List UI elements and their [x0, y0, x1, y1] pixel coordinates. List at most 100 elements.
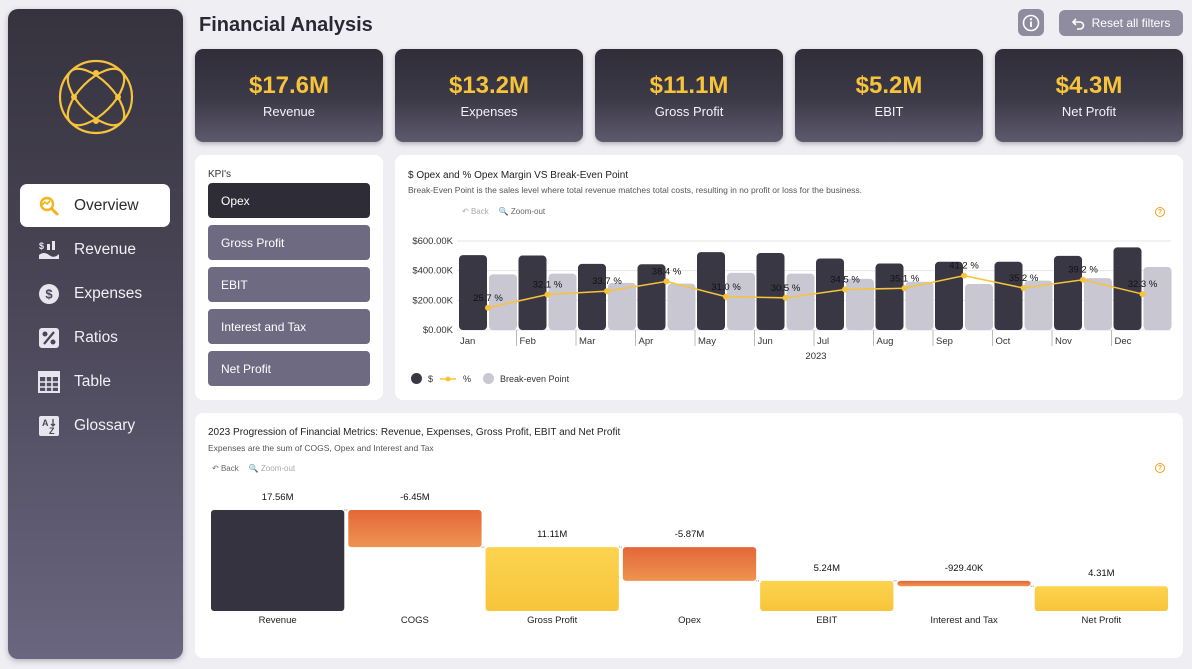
- waterfall-bar: [1034, 586, 1168, 611]
- x-tick-label: May: [698, 336, 716, 347]
- x-tick-label: Net Profit: [1082, 615, 1122, 626]
- percent-data-label: 35.1 %: [890, 273, 920, 284]
- percent-point: [723, 293, 729, 300]
- sidebar-item-ratios[interactable]: Ratios: [20, 316, 170, 359]
- bar-opex: [875, 263, 904, 330]
- sidebar-item-label: Table: [74, 372, 112, 390]
- waterfall-data-label: -6.45M: [400, 492, 430, 503]
- y-tick-label: $400.00K: [412, 266, 453, 277]
- opex-zoom-out-button[interactable]: 🔍 Zoom-out: [498, 207, 546, 216]
- kpi-card-gross-profit: $11.1M Gross Profit: [595, 49, 783, 142]
- x-tick-label: EBIT: [816, 615, 837, 626]
- kpi-option-gross-profit[interactable]: Gross Profit: [208, 225, 370, 260]
- x-tick-label: Apr: [639, 336, 654, 347]
- kpi-option-opex[interactable]: Opex: [208, 183, 370, 218]
- sidebar-item-expenses[interactable]: $ Expenses: [20, 272, 170, 315]
- opex-back-button[interactable]: ↶ Back: [462, 207, 489, 216]
- legend-label-dollar: $: [428, 373, 434, 384]
- waterfall-chart: 17.56M Revenue -6.45M COGS 11.11M Gross Profi…: [211, 492, 1168, 626]
- svg-text:Z: Z: [49, 426, 55, 436]
- sidebar-item-overview[interactable]: Overview: [20, 184, 170, 227]
- waterfall-bar: [485, 547, 619, 611]
- sidebar: Overview $ Revenue $ Expenses Ratios Tab…: [8, 9, 183, 659]
- legend-swatch-dollar: [411, 373, 422, 384]
- bar-opex: [1113, 247, 1142, 330]
- kpi-selector-heading: KPI's: [208, 169, 232, 180]
- x-tick-label: Jun: [758, 336, 773, 347]
- x-tick-label: Gross Profit: [527, 615, 578, 626]
- svg-text:A: A: [42, 418, 49, 428]
- kpi-option-ebit[interactable]: EBIT: [208, 267, 370, 302]
- kpi-value: $17.6M: [248, 72, 330, 99]
- kpi-option-interest-and-tax[interactable]: Interest and Tax: [208, 309, 370, 344]
- sidebar-nav: Overview $ Revenue $ Expenses Ratios Tab…: [20, 184, 170, 448]
- waterfall-data-label: 11.11M: [537, 529, 567, 540]
- info-button[interactable]: [1018, 9, 1044, 36]
- percent-point: [842, 286, 848, 293]
- waterfall-bar: [760, 580, 894, 611]
- percent-data-label: 32.3 %: [1128, 279, 1158, 290]
- waterfall-bar: [622, 547, 757, 581]
- kpi-label: Net Profit: [1061, 104, 1117, 119]
- waterfall-data-label: -929.40K: [945, 563, 984, 574]
- legend-swatch-percent: [440, 376, 457, 381]
- waterfall-chart-subtitle: Expenses are the sum of COGS, Opex and I…: [208, 443, 434, 453]
- bar-break-even: [489, 274, 517, 330]
- bar-opex: [518, 255, 547, 330]
- kpi-card-revenue: $17.6M Revenue: [195, 49, 383, 142]
- dollar-icon: $: [38, 283, 60, 305]
- bar-break-even: [905, 281, 934, 330]
- percent-line: [487, 274, 1143, 309]
- x-tick-label: Interest and Tax: [930, 615, 998, 626]
- x-tick-label: Opex: [678, 615, 701, 626]
- kpi-card-net-profit: $4.3M Net Profit: [995, 49, 1183, 142]
- help-icon[interactable]: ?: [1155, 207, 1165, 217]
- bar-break-even: [965, 284, 993, 330]
- sidebar-item-label: Ratios: [74, 328, 118, 346]
- waterfall-bar: [348, 510, 482, 548]
- kpi-selector-panel: KPI's Opex Gross Profit EBIT Interest an…: [195, 155, 383, 400]
- svg-text:$: $: [39, 241, 44, 251]
- bar-break-even: [786, 273, 815, 330]
- kpi-card-expenses: $13.2M Expenses: [395, 49, 583, 142]
- help-icon[interactable]: ?: [1155, 463, 1165, 473]
- kpi-value: $5.2M: [855, 72, 923, 99]
- kpi-label: Expenses: [460, 104, 518, 119]
- percent-data-label: 39.2 %: [1068, 265, 1098, 276]
- bar-break-even: [1143, 266, 1172, 330]
- percent-data-label: 41.2 %: [949, 261, 979, 272]
- percent-icon: [38, 327, 60, 349]
- bar-break-even: [1024, 280, 1053, 330]
- sidebar-item-revenue[interactable]: $ Revenue: [20, 228, 170, 271]
- bar-opex: [935, 261, 963, 330]
- bar-break-even: [846, 278, 874, 330]
- waterfall-data-label: 17.56M: [262, 492, 294, 503]
- waterfall-zoom-out-button[interactable]: 🔍 Zoom-out: [248, 464, 296, 473]
- x-tick-label: Feb: [520, 336, 536, 347]
- percent-point: [604, 288, 610, 295]
- kpi-label: EBIT: [874, 104, 904, 119]
- y-tick-label: $200.00K: [412, 295, 453, 306]
- waterfall-chart-controls: ↶ Back 🔍 Zoom-out: [212, 464, 295, 473]
- kpi-label: Gross Profit: [654, 104, 724, 119]
- sidebar-item-label: Overview: [74, 196, 139, 214]
- x-tick-label: Mar: [579, 336, 595, 347]
- x-axis-year-label: 2023: [805, 351, 826, 362]
- x-tick-label: Jul: [817, 336, 829, 347]
- sidebar-item-label: Glossary: [74, 416, 136, 434]
- opex-chart-controls: ↶ Back 🔍 Zoom-out: [462, 207, 545, 216]
- kpi-option-net-profit[interactable]: Net Profit: [208, 351, 370, 386]
- svg-text:$: $: [45, 286, 53, 301]
- info-icon: [1022, 14, 1040, 31]
- opex-chart-legend: $ % Break-even Point: [411, 373, 569, 384]
- waterfall-back-button[interactable]: ↶ Back: [212, 464, 239, 473]
- table-icon: [38, 370, 60, 393]
- percent-data-label: 31.0 %: [711, 282, 741, 293]
- reset-filters-button[interactable]: Reset all filters: [1059, 10, 1183, 36]
- sidebar-item-table[interactable]: Table: [20, 360, 170, 403]
- sidebar-item-label: Revenue: [74, 240, 137, 258]
- bar-break-even: [1084, 278, 1112, 330]
- x-tick-label: Dec: [1115, 336, 1132, 347]
